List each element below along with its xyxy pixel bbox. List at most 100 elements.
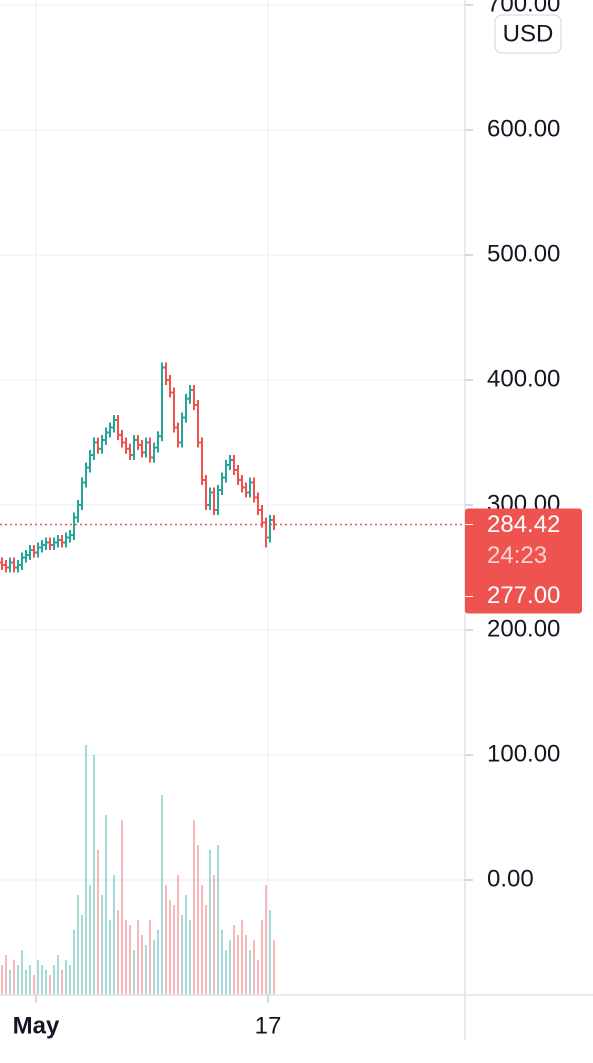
- ohlc-bar: [212, 487, 216, 515]
- last-price-box: [465, 508, 582, 614]
- ohlc-bar: [180, 412, 184, 448]
- currency[interactable]: USD: [503, 20, 554, 47]
- volume-bar: [37, 960, 39, 995]
- volume-bar: [185, 895, 187, 995]
- ohlc-bar: [188, 385, 192, 404]
- volume-bar: [189, 920, 191, 995]
- ohlc-bar: [236, 465, 240, 485]
- volume-bar: [57, 955, 59, 995]
- ohlc-bar: [88, 450, 92, 473]
- ohlc-bar: [156, 431, 160, 453]
- y-tick-label: 500.00: [487, 240, 560, 267]
- volume-bar: [85, 745, 87, 995]
- ohlc-bar: [16, 560, 20, 573]
- ohlc-bar: [68, 530, 72, 543]
- volume-bar: [237, 935, 239, 995]
- volume-bar: [177, 875, 179, 995]
- y-tick-label: 400.00: [487, 365, 560, 392]
- volume-bar: [109, 920, 111, 995]
- ohlc-bar: [164, 362, 168, 385]
- volume-bar: [33, 975, 35, 995]
- ohlc-bar: [256, 492, 260, 515]
- volume-bar: [201, 885, 203, 995]
- last-price: 284.42: [487, 511, 560, 538]
- ohlc-bar: [196, 400, 200, 448]
- y-tick-label: 0.00: [487, 865, 534, 892]
- ohlc-bar: [232, 455, 236, 475]
- grid: [0, 0, 465, 995]
- ohlc-bar: [248, 477, 252, 498]
- volume-bar: [209, 850, 211, 995]
- ohlc-bar: [200, 437, 204, 485]
- volume-bar: [173, 905, 175, 995]
- ohlc-bar: [152, 442, 156, 463]
- volume-bar: [249, 950, 251, 995]
- ohlc-bar: [100, 435, 104, 454]
- ohlc-bar: [224, 460, 228, 483]
- volume-bar: [153, 940, 155, 995]
- ohlc-bar: [24, 550, 28, 563]
- volume-bar: [101, 895, 103, 995]
- ohlc-bar: [132, 435, 136, 460]
- volume-bar: [213, 875, 215, 995]
- volume-bar: [81, 915, 83, 995]
- volume-bar: [141, 935, 143, 995]
- volume-bar: [29, 965, 31, 995]
- volume-bar: [5, 955, 7, 995]
- ohlc-bar: [244, 482, 248, 498]
- ohlc-bar: [76, 500, 80, 523]
- ohlc-bar: [64, 532, 68, 548]
- volume-bar: [261, 920, 263, 995]
- price-labels: 284.42 24:23 277.00: [0, 508, 582, 614]
- volume-bar: [61, 970, 63, 995]
- volume-bar: [105, 815, 107, 995]
- ohlc-bar: [72, 512, 76, 540]
- ohlc-bar: [136, 435, 140, 450]
- ohlc-bar: [20, 552, 24, 570]
- volume-bar: [137, 920, 139, 995]
- ohlc-bar: [160, 362, 164, 442]
- volume-bar: [41, 965, 43, 995]
- volume-bar: [25, 970, 27, 995]
- volume-bar: [97, 850, 99, 995]
- volume-bar: [161, 795, 163, 995]
- ohlc-bar: [108, 422, 112, 438]
- volume-bar: [217, 845, 219, 995]
- volume-bar: [129, 925, 131, 995]
- price-label: 277.00: [487, 582, 560, 609]
- ohlc-bar: [104, 427, 108, 445]
- x-tick-label: 17: [255, 1012, 282, 1039]
- price-layer: [0, 362, 276, 573]
- ohlc-bar: [44, 537, 48, 550]
- ohlc-bar: [96, 437, 100, 454]
- ohlc-bar: [204, 475, 208, 510]
- ohlc-bar: [240, 475, 244, 493]
- volume-bar: [193, 820, 195, 995]
- volume-bar: [225, 950, 227, 995]
- ohlc-bar: [172, 387, 176, 433]
- ohlc-bar: [176, 422, 180, 448]
- ohlc-bar: [36, 542, 40, 558]
- volume-bar: [145, 945, 147, 995]
- volume-bar: [157, 930, 159, 995]
- volume-bar: [241, 920, 243, 995]
- ohlc-bar: [52, 537, 56, 550]
- currency-box[interactable]: [494, 14, 562, 54]
- ohlc-bar: [48, 537, 52, 550]
- volume-bar: [165, 885, 167, 995]
- volume-bar: [69, 965, 71, 995]
- ohlc-bar: [144, 437, 148, 458]
- ohlc-bar: [272, 515, 276, 530]
- volume-bar: [181, 915, 183, 995]
- volume-bar: [9, 970, 11, 995]
- x-tick-label: May: [13, 1012, 60, 1039]
- ohlc-bar: [28, 545, 32, 560]
- ohlc-bar: [252, 477, 256, 503]
- volume-bar: [169, 900, 171, 995]
- volume-bar: [45, 970, 47, 995]
- ohlc-bar: [40, 540, 44, 553]
- volume-bar: [77, 895, 79, 995]
- volume-bar: [113, 875, 115, 995]
- ohlc-bar: [112, 415, 116, 433]
